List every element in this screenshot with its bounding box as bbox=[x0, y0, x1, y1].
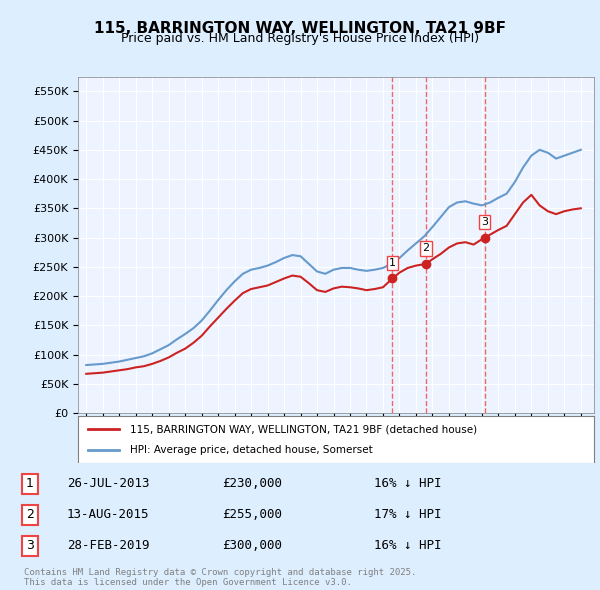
Text: HPI: Average price, detached house, Somerset: HPI: Average price, detached house, Some… bbox=[130, 445, 373, 455]
Text: 115, BARRINGTON WAY, WELLINGTON, TA21 9BF (detached house): 115, BARRINGTON WAY, WELLINGTON, TA21 9B… bbox=[130, 424, 477, 434]
Text: Price paid vs. HM Land Registry's House Price Index (HPI): Price paid vs. HM Land Registry's House … bbox=[121, 32, 479, 45]
Text: £300,000: £300,000 bbox=[222, 539, 282, 552]
Text: £230,000: £230,000 bbox=[222, 477, 282, 490]
Text: 115, BARRINGTON WAY, WELLINGTON, TA21 9BF: 115, BARRINGTON WAY, WELLINGTON, TA21 9B… bbox=[94, 21, 506, 35]
Text: 26-JUL-2013: 26-JUL-2013 bbox=[67, 477, 149, 490]
Text: 1: 1 bbox=[26, 477, 34, 490]
Text: Contains HM Land Registry data © Crown copyright and database right 2025.
This d: Contains HM Land Registry data © Crown c… bbox=[24, 568, 416, 587]
Text: 17% ↓ HPI: 17% ↓ HPI bbox=[374, 508, 442, 522]
Text: 16% ↓ HPI: 16% ↓ HPI bbox=[374, 539, 442, 552]
Text: 28-FEB-2019: 28-FEB-2019 bbox=[67, 539, 149, 552]
Text: 13-AUG-2015: 13-AUG-2015 bbox=[67, 508, 149, 522]
Text: 2: 2 bbox=[422, 243, 430, 253]
Text: 3: 3 bbox=[26, 539, 34, 552]
Text: 2: 2 bbox=[26, 508, 34, 522]
Text: £255,000: £255,000 bbox=[222, 508, 282, 522]
Text: 16% ↓ HPI: 16% ↓ HPI bbox=[374, 477, 442, 490]
Text: 1: 1 bbox=[389, 258, 396, 268]
Text: 3: 3 bbox=[481, 217, 488, 227]
